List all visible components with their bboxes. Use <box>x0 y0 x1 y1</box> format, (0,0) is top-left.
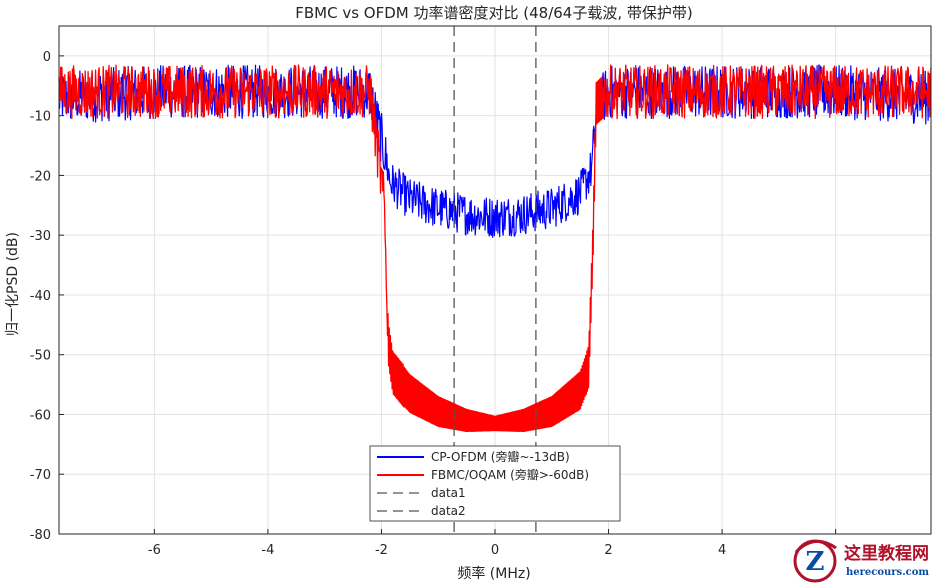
watermark-logo-letter: Z <box>806 547 825 577</box>
y-tick-label: -30 <box>30 229 51 244</box>
legend: CP-OFDM (旁瓣~-13dB) FBMC/OQAM (旁瓣>-60dB) da… <box>369 445 621 522</box>
x-axis-title: 频率 (MHz) <box>457 565 530 582</box>
x-tick-label: 0 <box>491 543 499 558</box>
legend-label: data2 <box>431 504 466 518</box>
x-tick-label: -4 <box>261 543 274 558</box>
y-tick-label: -50 <box>30 349 51 364</box>
series-line-cp-ofdm <box>58 64 932 238</box>
legend-label: data1 <box>431 486 466 500</box>
tick-layer: -6 -4 -2 0 2 40-10-20-30-40-50-60-70-80 <box>30 50 837 558</box>
x-tick-label: -6 <box>148 543 161 558</box>
watermark-site-name: 这里教程网 <box>844 543 929 564</box>
y-tick-label: -60 <box>30 408 51 423</box>
legend-box <box>369 445 621 522</box>
legend-label: FBMC/OQAM (旁瓣>-60dB) <box>431 467 589 482</box>
y-tick-label: -70 <box>30 468 51 483</box>
y-tick-label: -40 <box>30 289 51 304</box>
legend-label: CP-OFDM (旁瓣~-13dB) <box>431 449 570 464</box>
y-tick-label: 0 <box>43 50 51 65</box>
y-axis-title: 归一化PSD (dB) <box>4 232 21 336</box>
x-tick-label: 2 <box>604 543 612 558</box>
y-tick-label: -20 <box>30 169 51 184</box>
series-line-fbmc-oqam <box>58 64 932 433</box>
y-tick-label: -80 <box>30 528 51 543</box>
watermark: Z 这里教程网 herecours.com <box>793 539 929 583</box>
chart-title: FBMC vs OFDM 功率谱密度对比 (48/64子载波, 带保护带) <box>295 4 693 22</box>
x-tick-label: 4 <box>718 543 726 558</box>
x-tick-label: -2 <box>375 543 388 558</box>
watermark-site-url: herecours.com <box>846 567 929 578</box>
y-tick-label: -10 <box>30 110 51 125</box>
watermark-logo-swoosh <box>794 540 837 554</box>
